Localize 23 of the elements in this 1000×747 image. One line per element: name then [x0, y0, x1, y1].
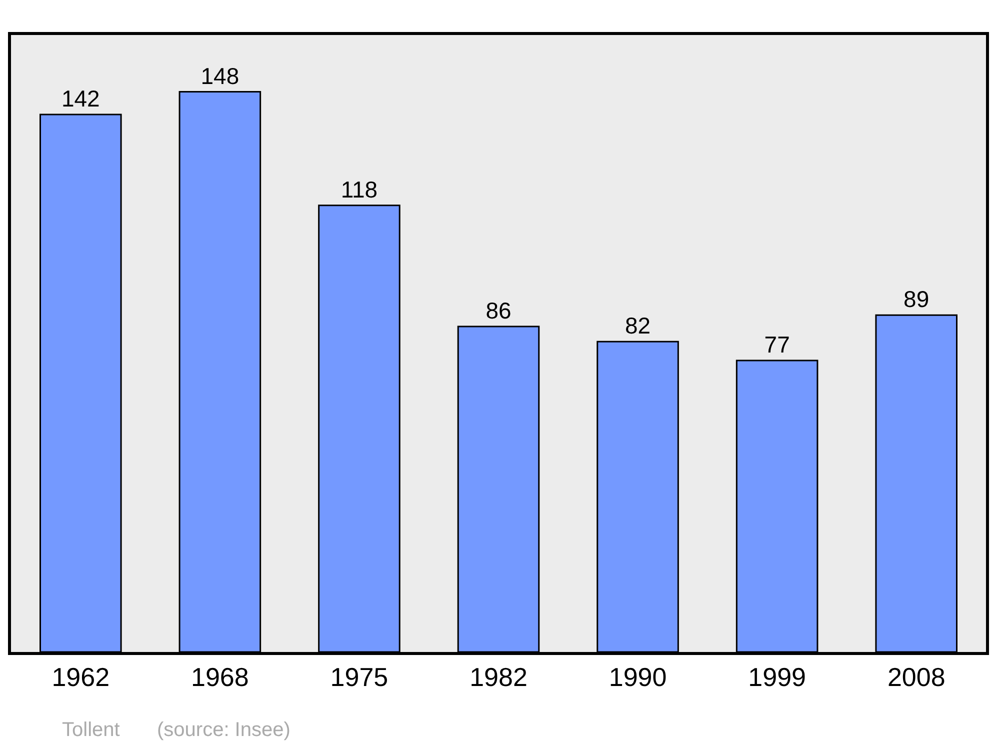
x-tick-label: 1999	[748, 662, 806, 692]
data-label: 86	[486, 297, 512, 324]
bar	[457, 326, 540, 652]
bar	[318, 204, 400, 652]
x-tick-label: 1990	[608, 662, 667, 692]
bar	[875, 314, 958, 652]
data-label: 82	[624, 312, 651, 339]
x-tick-label: 1962	[52, 662, 110, 692]
x-tick-label: 1982	[470, 662, 528, 692]
bar	[40, 114, 122, 652]
data-label: 142	[61, 85, 100, 112]
bar	[178, 91, 262, 652]
x-tick-label: 1975	[330, 662, 388, 692]
data-label: 148	[200, 62, 240, 89]
x-tick-label: 2008	[887, 662, 946, 692]
data-label: 77	[764, 332, 790, 358]
bar	[736, 360, 818, 652]
data-label: 89	[904, 286, 930, 312]
text: (source: Insee)	[157, 719, 290, 741]
text: Tollent	[62, 719, 120, 741]
data-label: 118	[340, 176, 378, 202]
bar	[596, 340, 679, 652]
x-tick-label: 1968	[191, 662, 249, 692]
